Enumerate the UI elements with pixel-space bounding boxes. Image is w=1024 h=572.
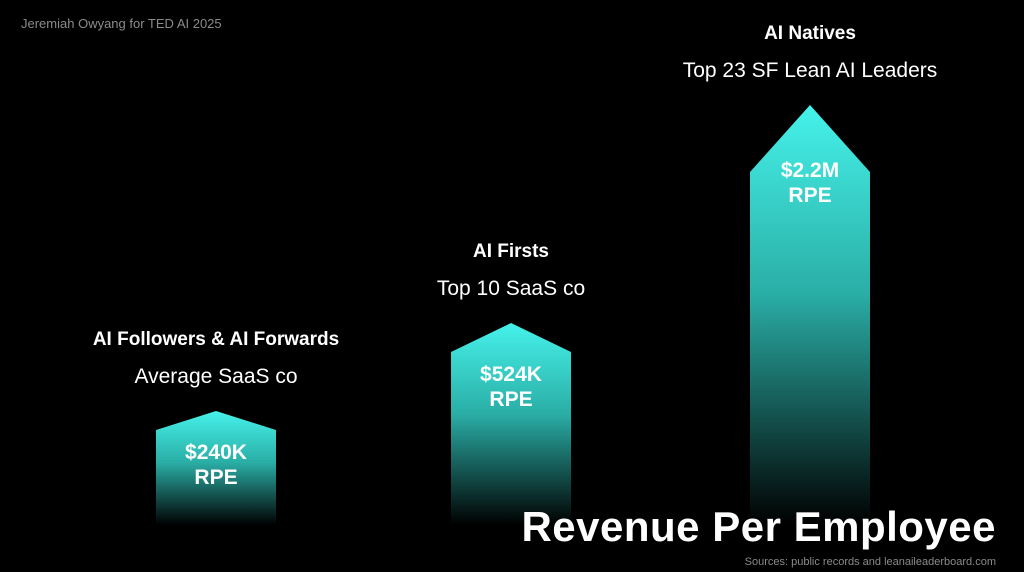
bar-arrow — [451, 323, 571, 525]
unit-label: RPE — [194, 466, 238, 489]
category-label: AI Followers & AI Forwards — [92, 329, 340, 350]
value-label: $524K — [480, 363, 542, 386]
unit-label: RPE — [788, 184, 832, 207]
credit-text: Jeremiah Owyang for TED AI 2025 — [21, 16, 222, 31]
bar-arrow — [156, 411, 276, 525]
category-label: AI Firsts — [472, 241, 550, 262]
category-subtitle: Average SaaS co — [134, 365, 298, 388]
bar-arrow — [750, 105, 870, 525]
category-subtitle: Top 23 SF Lean AI Leaders — [682, 59, 938, 82]
unit-label: RPE — [489, 388, 533, 411]
category-label: AI Natives — [764, 23, 856, 44]
chart-title: Revenue Per Employee — [521, 503, 996, 550]
value-label: $2.2M — [780, 159, 840, 182]
value-label: $240K — [185, 441, 247, 464]
category-subtitle: Top 10 SaaS co — [436, 277, 586, 300]
source-text: Sources: public records and leanaileader… — [744, 556, 996, 568]
